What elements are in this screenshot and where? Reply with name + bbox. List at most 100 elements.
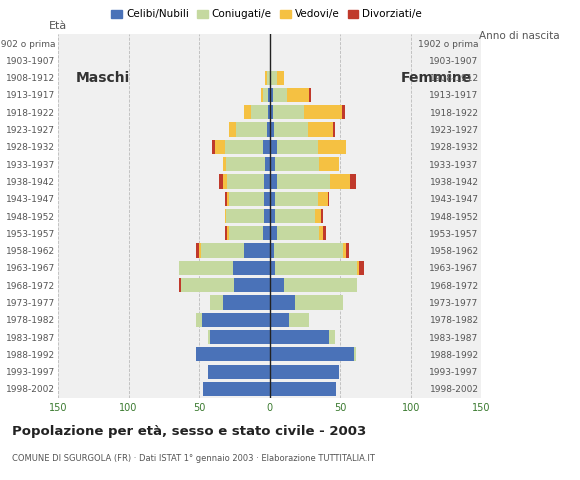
Bar [223,157,226,171]
Bar [233,261,270,275]
Bar [236,122,267,137]
Bar [319,157,339,171]
Bar [264,209,270,223]
Bar [274,243,343,258]
Legend: Celibi/Nubili, Coniugati/e, Vedovi/e, Divorziati/e: Celibi/Nubili, Coniugati/e, Vedovi/e, Di… [107,5,426,24]
Bar [261,88,263,102]
Bar [273,88,287,102]
Bar [333,122,335,137]
Bar [267,122,270,137]
Bar [264,192,270,206]
Bar [270,88,273,102]
Bar [270,261,275,275]
Bar [270,140,277,154]
Bar [270,122,274,137]
Bar [224,226,227,240]
Bar [204,382,270,396]
Bar [276,209,315,223]
Bar [277,140,318,154]
Bar [276,157,319,171]
Bar [269,105,270,120]
Text: Età: Età [49,21,67,31]
Text: Maschi: Maschi [76,71,130,84]
Bar [201,243,244,258]
Bar [226,209,264,223]
Bar [295,295,343,310]
Bar [270,278,284,292]
Bar [350,174,356,189]
Bar [179,261,233,275]
Text: Popolazione per età, sesso e stato civile - 2003: Popolazione per età, sesso e stato civil… [12,425,366,438]
Bar [270,295,295,310]
Bar [270,157,275,171]
Bar [271,71,277,85]
Bar [223,295,270,310]
Bar [303,105,342,120]
Bar [227,226,229,240]
Bar [274,122,308,137]
Bar [270,312,289,327]
Bar [321,209,323,223]
Text: Femmine: Femmine [401,71,472,84]
Bar [263,226,270,240]
Bar [346,243,349,258]
Bar [276,261,357,275]
Bar [270,226,277,240]
Bar [331,174,350,189]
Bar [318,192,328,206]
Bar [263,88,269,102]
Bar [323,226,326,240]
Bar [277,71,284,85]
Text: COMUNE DI SGURGOLA (FR) · Dati ISTAT 1° gennaio 2003 · Elaborazione TUTTITALIA.I: COMUNE DI SGURGOLA (FR) · Dati ISTAT 1° … [12,454,375,463]
Bar [211,295,223,310]
Bar [343,243,346,258]
Bar [202,312,270,327]
Bar [287,88,309,102]
Bar [273,105,303,120]
Bar [208,330,211,344]
Bar [227,192,229,206]
Bar [270,71,271,85]
Bar [318,140,346,154]
Bar [277,226,319,240]
Bar [284,278,357,292]
Bar [244,105,251,120]
Bar [277,174,331,189]
Bar [270,243,274,258]
Bar [229,226,263,240]
Bar [263,140,270,154]
Bar [328,192,329,206]
Text: Anno di nascita: Anno di nascita [479,31,560,41]
Bar [269,88,270,102]
Bar [199,243,201,258]
Bar [270,347,354,361]
Bar [270,209,275,223]
Bar [342,105,345,120]
Bar [309,88,311,102]
Bar [208,364,270,379]
Bar [211,330,270,344]
Bar [267,71,270,85]
Bar [196,312,202,327]
Bar [226,157,266,171]
Bar [196,243,199,258]
Bar [354,347,356,361]
Bar [266,157,270,171]
Bar [270,330,329,344]
Bar [224,192,227,206]
Bar [270,105,273,120]
Bar [181,278,234,292]
Bar [308,122,333,137]
Bar [266,71,267,85]
Bar [270,382,336,396]
Bar [289,312,309,327]
Bar [276,192,318,206]
Bar [223,174,227,189]
Bar [244,243,270,258]
Bar [212,140,215,154]
Bar [264,174,270,189]
Bar [229,192,264,206]
Bar [270,364,339,379]
Bar [357,261,358,275]
Bar [179,278,181,292]
